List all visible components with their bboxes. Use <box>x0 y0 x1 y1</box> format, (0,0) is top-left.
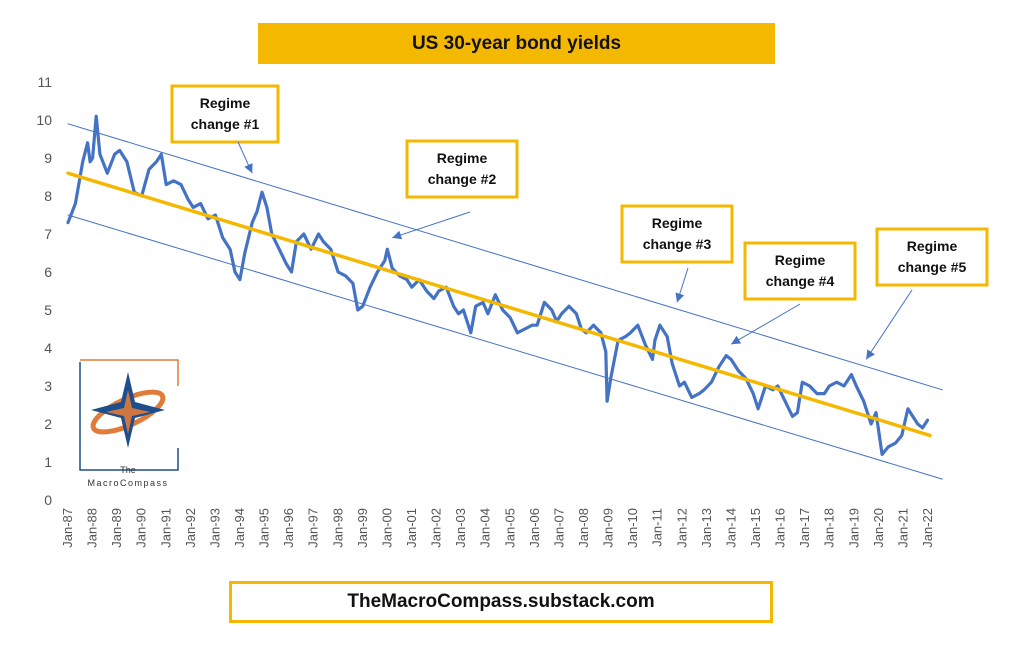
annotation-text: Regime <box>437 150 488 166</box>
x-tick-label: Jan-97 <box>306 508 321 548</box>
annotation-arrowhead <box>675 292 685 303</box>
data-line <box>66 114 930 456</box>
x-tick-label: Jan-15 <box>748 508 763 548</box>
annotation-box <box>170 84 280 144</box>
logo-frame-orange <box>80 359 179 386</box>
chart-title: US 30-year bond yields <box>258 23 775 64</box>
x-tick-label: Jan-92 <box>183 508 198 548</box>
y-tick-label: 7 <box>44 226 52 242</box>
x-tick-label: Jan-96 <box>281 508 296 548</box>
x-tick-label: Jan-88 <box>85 508 100 548</box>
y-tick-label: 10 <box>36 112 52 128</box>
annotations: Regime change #1 Regime change #2 Regime chan… <box>170 84 989 360</box>
x-tick-label: Jan-09 <box>601 508 616 548</box>
y-tick-label: 5 <box>44 302 52 318</box>
logo-star-accent <box>106 390 150 434</box>
x-tick-label: Jan-91 <box>158 508 173 548</box>
x-tick-label: Jan-20 <box>871 508 886 548</box>
channel-upper-line <box>67 123 943 391</box>
x-tick-label: Jan-12 <box>674 508 689 548</box>
annotation-regime-change-1: Regime change #1 <box>170 84 280 174</box>
x-tick-label: Jan-01 <box>404 508 419 548</box>
annotation-regime-change-5: Regime change #5 <box>865 227 989 360</box>
x-tick-label: Jan-17 <box>797 508 812 548</box>
yield-series <box>66 114 930 456</box>
annotation-box <box>743 241 857 301</box>
annotation-arrow <box>392 211 471 239</box>
y-tick-label: 8 <box>44 188 52 204</box>
annotation-text: Regime <box>775 252 826 268</box>
y-axis-ticks: 0 1 2 3 4 5 6 7 8 9 10 11 <box>36 74 52 508</box>
x-tick-label: Jan-16 <box>773 508 788 548</box>
x-axis-ticks: Jan-87 Jan-88 Jan-89 Jan-90 Jan-91 Jan-92 Jan-… <box>60 508 935 548</box>
x-tick-label: Jan-14 <box>723 508 738 548</box>
macrocompass-logo: The MacroCompass <box>79 359 179 488</box>
annotation-text: Regime <box>200 95 251 111</box>
x-tick-label: Jan-90 <box>134 508 149 548</box>
logo-text-the: The <box>120 465 136 475</box>
x-tick-label: Jan-00 <box>379 508 394 548</box>
annotation-box <box>405 139 519 199</box>
x-tick-label: Jan-95 <box>257 508 272 548</box>
annotation-arrowhead <box>731 335 742 345</box>
y-tick-label: 4 <box>44 340 52 356</box>
x-tick-label: Jan-19 <box>846 508 861 548</box>
x-tick-label: Jan-93 <box>207 508 222 548</box>
channel-lower-line <box>67 214 943 480</box>
annotation-arrowhead <box>866 349 875 360</box>
x-tick-label: Jan-02 <box>429 508 444 548</box>
annotation-arrowhead <box>392 230 403 240</box>
annotation-text: Regime <box>907 238 958 254</box>
y-tick-label: 0 <box>44 492 52 508</box>
x-tick-label: Jan-05 <box>502 508 517 548</box>
x-tick-label: Jan-03 <box>453 508 468 548</box>
annotation-regime-change-2: Regime change #2 <box>392 139 519 240</box>
x-tick-label: Jan-98 <box>330 508 345 548</box>
channel-lines <box>67 123 943 480</box>
x-tick-label: Jan-13 <box>699 508 714 548</box>
annotation-regime-change-3: Regime change #3 <box>620 204 734 303</box>
logo-frame-blue <box>79 362 179 471</box>
x-tick-label: Jan-10 <box>625 508 640 548</box>
x-tick-label: Jan-22 <box>920 508 935 548</box>
x-tick-label: Jan-99 <box>355 508 370 548</box>
y-tick-label: 1 <box>44 454 52 470</box>
y-tick-label: 11 <box>37 74 52 90</box>
annotation-arrowhead <box>244 163 253 174</box>
annotation-regime-change-4: Regime change #4 <box>730 241 857 345</box>
y-tick-label: 2 <box>44 416 52 432</box>
x-tick-label: Jan-06 <box>527 508 542 548</box>
y-tick-label: 6 <box>44 264 52 280</box>
x-tick-label: Jan-21 <box>895 508 910 548</box>
annotation-text: change #2 <box>428 171 497 187</box>
x-tick-label: Jan-04 <box>478 508 493 548</box>
annotation-box <box>620 204 734 264</box>
x-tick-label: Jan-18 <box>822 508 837 548</box>
annotation-text: change #3 <box>643 236 712 252</box>
x-tick-label: Jan-07 <box>551 508 566 548</box>
y-tick-label: 3 <box>44 378 52 394</box>
trend-line <box>66 171 932 438</box>
annotation-text: change #4 <box>766 273 835 289</box>
x-tick-label: Jan-94 <box>232 508 247 548</box>
x-tick-label: Jan-87 <box>60 508 75 548</box>
annotation-text: change #5 <box>898 259 967 275</box>
annotation-text: Regime <box>652 215 703 231</box>
annotation-arrow <box>865 289 913 360</box>
y-tick-label: 9 <box>44 150 52 166</box>
x-tick-label: Jan-11 <box>650 508 665 547</box>
logo-text-name: MacroCompass <box>87 478 168 488</box>
annotation-arrow <box>730 303 801 345</box>
annotation-text: change #1 <box>191 116 260 132</box>
footer-url[interactable]: TheMacroCompass.substack.com <box>229 581 773 623</box>
x-tick-label: Jan-89 <box>109 508 124 548</box>
x-tick-label: Jan-08 <box>576 508 591 548</box>
trend-line-group <box>66 171 932 438</box>
annotation-box <box>875 227 989 287</box>
